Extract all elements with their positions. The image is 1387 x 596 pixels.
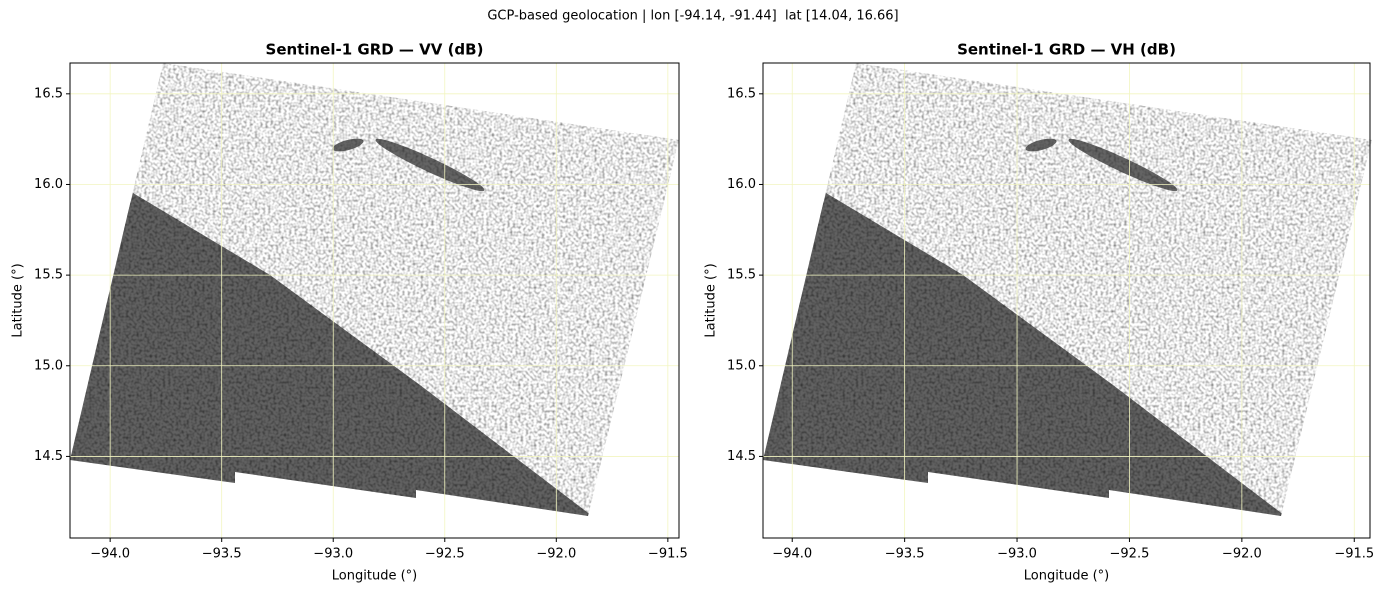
sar-image <box>763 63 1372 516</box>
x-axis-label: Longitude (°) <box>1024 569 1109 584</box>
y-tick-label: 14.5 <box>34 449 63 464</box>
y-tick-label: 16.0 <box>727 177 756 192</box>
lake <box>1025 138 1057 152</box>
y-tick-label: 15.5 <box>727 268 756 283</box>
axes-frame <box>762 62 1371 539</box>
panel: −94.0 −93.5 −93.0 −92.5 −92.0 −91.5 14.5 15.0 15… <box>704 41 1375 584</box>
sar-image <box>70 63 679 516</box>
x-tick-label: −92.5 <box>1110 547 1150 562</box>
y-tick-label: 16.5 <box>727 86 756 101</box>
panel-title: Sentinel-1 GRD — VV (dB) <box>266 41 484 59</box>
y-tick-label: 15.0 <box>34 358 63 373</box>
y-tick-label: 15.0 <box>727 358 756 373</box>
x-tick-label: −92.5 <box>425 547 465 562</box>
x-axis-label: Longitude (°) <box>332 569 417 584</box>
x-tick-label: −93.5 <box>202 547 242 562</box>
x-tick-label: −93.0 <box>997 547 1037 562</box>
x-tick-label: −93.5 <box>885 547 925 562</box>
x-tick-label: −94.0 <box>772 547 812 562</box>
panel-title: Sentinel-1 GRD — VH (dB) <box>957 41 1176 59</box>
y-tick-label: 15.5 <box>34 268 63 283</box>
x-tick-label: −93.0 <box>313 547 353 562</box>
x-tick-label: −94.0 <box>90 547 130 562</box>
x-tick-label: −91.5 <box>648 547 688 562</box>
figure-title: GCP-based geolocation | lon [-94.14, -91… <box>487 9 898 24</box>
y-axis-label: Latitude (°) <box>11 263 26 337</box>
axes-frame <box>69 62 680 539</box>
y-axis-label: Latitude (°) <box>704 263 719 337</box>
lake <box>375 138 485 192</box>
x-tick-label: −92.0 <box>1222 547 1262 562</box>
lake <box>332 138 364 152</box>
y-tick-label: 14.5 <box>727 449 756 464</box>
lake <box>1068 138 1178 192</box>
y-tick-label: 16.5 <box>34 86 63 101</box>
y-tick-label: 16.0 <box>34 177 63 192</box>
x-tick-label: −91.5 <box>1334 547 1374 562</box>
x-tick-label: −92.0 <box>536 547 576 562</box>
panel: −94.0 −93.5 −93.0 −92.5 −92.0 −91.5 14.5 15.0 15… <box>11 41 688 584</box>
